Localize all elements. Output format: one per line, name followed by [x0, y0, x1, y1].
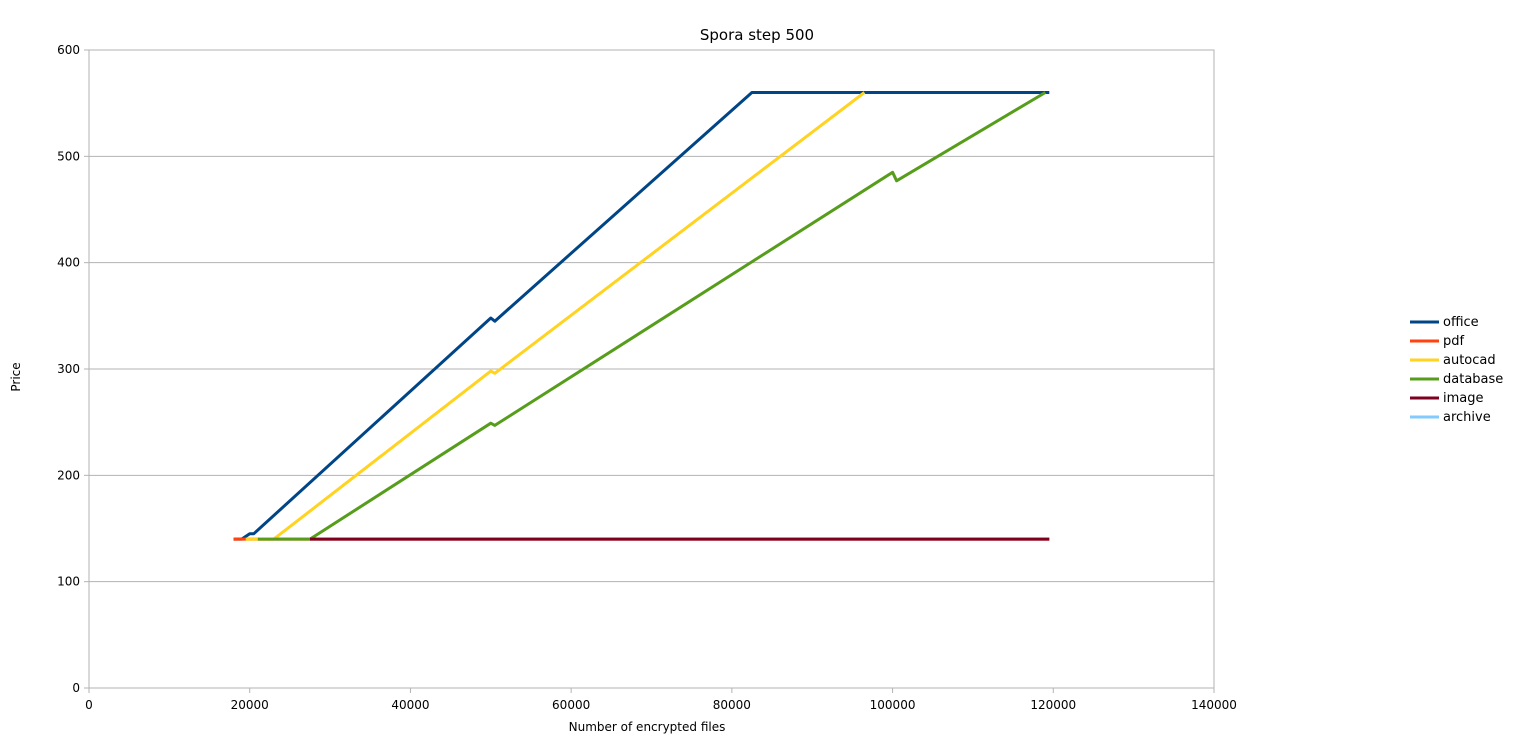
series-line-autocad: [245, 91, 866, 541]
x-axis-ticks: 0 20000 40000 60000 80000 100000 120000 140000: [85, 688, 1237, 712]
legend-label: autocad: [1443, 353, 1496, 368]
x-axis-label: Number of encrypted files: [569, 720, 726, 734]
y-axis-ticks: 0 100 200 300 400 500 600: [57, 43, 89, 695]
y-tick-label: 0: [72, 681, 80, 695]
x-tick-label: 100000: [870, 698, 916, 712]
x-tick-label: 80000: [713, 698, 751, 712]
legend-item-archive: archive: [1410, 410, 1491, 425]
y-tick-label: 400: [57, 256, 80, 270]
legend-label: pdf: [1443, 334, 1465, 349]
legend-label: office: [1443, 315, 1479, 330]
series-line-database: [257, 91, 1047, 541]
x-tick-label: 20000: [231, 698, 269, 712]
x-tick-label: 140000: [1191, 698, 1237, 712]
series-lines: [233, 91, 1050, 541]
y-tick-label: 500: [57, 149, 80, 163]
y-tick-label: 200: [57, 468, 80, 482]
legend-item-office: office: [1410, 315, 1479, 330]
x-tick-label: 40000: [391, 698, 429, 712]
legend-item-image: image: [1410, 391, 1484, 406]
grid-lines: [89, 49, 1214, 689]
chart-title: Spora step 500: [700, 26, 814, 44]
legend-label: database: [1443, 372, 1503, 387]
y-tick-label: 300: [57, 362, 80, 376]
y-tick-label: 600: [57, 43, 80, 57]
legend-item-database: database: [1410, 372, 1503, 387]
series-line-office: [233, 91, 1050, 541]
y-tick-label: 100: [57, 575, 80, 589]
legend-item-pdf: pdf: [1410, 334, 1465, 349]
legend-item-autocad: autocad: [1410, 353, 1496, 368]
x-tick-label: 120000: [1030, 698, 1076, 712]
x-tick-label: 0: [85, 698, 93, 712]
legend-label: image: [1443, 391, 1484, 406]
x-tick-label: 60000: [552, 698, 590, 712]
legend-label: archive: [1443, 410, 1491, 425]
legend: office pdf autocad database image archive: [1410, 315, 1503, 425]
y-axis-label: Price: [9, 362, 23, 391]
